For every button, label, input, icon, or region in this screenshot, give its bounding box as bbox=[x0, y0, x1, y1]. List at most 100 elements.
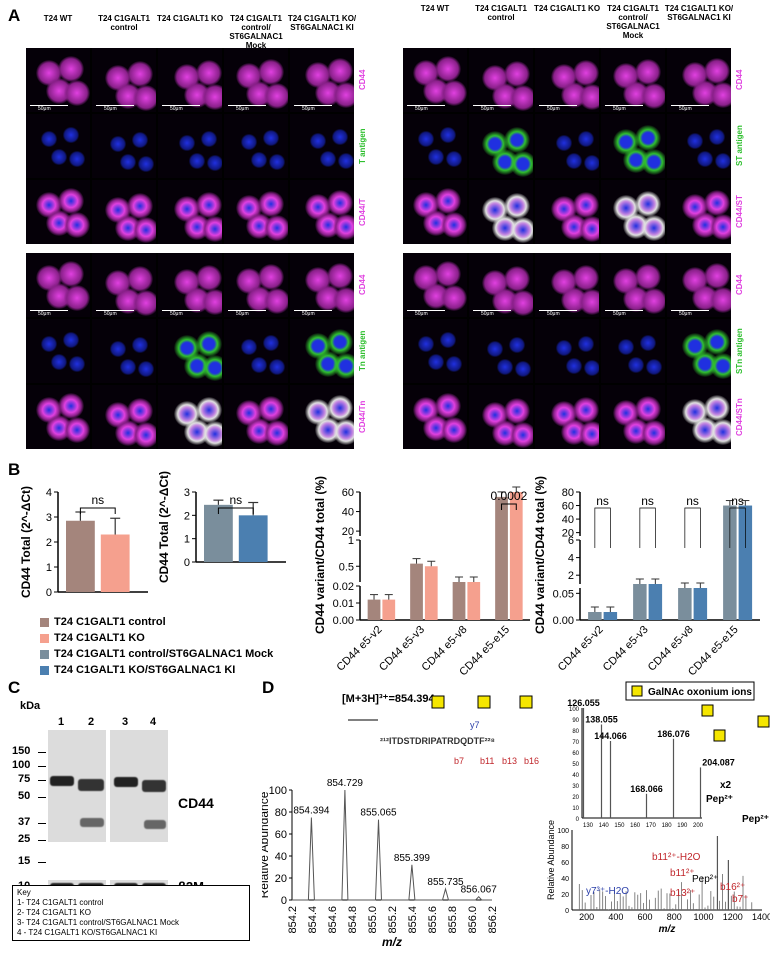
scale-bar bbox=[671, 105, 709, 106]
cell-blob bbox=[704, 124, 730, 150]
micrograph-cell bbox=[667, 385, 731, 449]
y-tick-label: 100 bbox=[269, 785, 287, 797]
micrograph-cell bbox=[601, 180, 665, 244]
ms2-y-tick-label: 20 bbox=[561, 892, 569, 899]
micrograph-cell bbox=[403, 180, 467, 244]
galnac-symbol bbox=[713, 729, 726, 742]
row-label: CD44/STn bbox=[735, 398, 744, 436]
bar bbox=[410, 563, 423, 620]
significance-bracket bbox=[684, 507, 701, 548]
micrograph-cell bbox=[469, 114, 533, 178]
x-tick-label: 856.0 bbox=[467, 906, 479, 934]
y-tick-label: 40 bbox=[342, 507, 354, 519]
significance-bracket bbox=[594, 507, 611, 548]
cell-blob bbox=[435, 393, 461, 419]
band-label-cd44: CD44 bbox=[178, 795, 214, 811]
bar bbox=[693, 588, 708, 620]
scale-bar-label: 50μm bbox=[547, 311, 560, 317]
inset-x-tick-label: 150 bbox=[614, 823, 625, 829]
legend-item: T24 C1GALT1 KO/ST6GALNAC1 KI bbox=[40, 664, 235, 676]
column-header: T24 C1GALT1 control bbox=[475, 4, 527, 22]
cell-blob bbox=[441, 212, 467, 238]
scale-bar-label: 50μm bbox=[236, 311, 249, 317]
y-tick-label: 0 bbox=[281, 895, 287, 907]
cell-blob bbox=[710, 287, 731, 313]
fragment-label: b16 bbox=[524, 756, 539, 766]
scale-bar bbox=[294, 310, 332, 311]
mw-marker: 150 bbox=[12, 745, 31, 757]
cell-blob bbox=[127, 398, 153, 424]
blot-band bbox=[50, 776, 74, 786]
cell-blob bbox=[264, 288, 288, 314]
cell-blob bbox=[133, 290, 156, 316]
cell-blob bbox=[641, 215, 665, 241]
fragment-y7: y7 bbox=[470, 720, 480, 730]
key-item-3: 3- T24 C1GALT1 control/ST6GALNAC1 Mock bbox=[17, 918, 179, 927]
inset-x-tick-label: 160 bbox=[630, 823, 641, 829]
cell-blob bbox=[704, 190, 730, 216]
micrograph-cell: 50μm bbox=[158, 253, 222, 317]
cell-blob bbox=[333, 148, 354, 174]
cell-blob bbox=[510, 356, 533, 382]
row-label: CD44 bbox=[358, 274, 367, 296]
blot-band bbox=[144, 820, 166, 829]
significance-label: ns bbox=[686, 494, 699, 508]
cell-blob bbox=[635, 396, 661, 422]
blot-band bbox=[142, 780, 166, 792]
legend-label: T24 C1GALT1 KO bbox=[54, 632, 145, 644]
micrograph-cell bbox=[224, 385, 288, 449]
bar bbox=[738, 505, 753, 620]
micrograph-cell: 50μm bbox=[667, 48, 731, 112]
cell-blob bbox=[441, 146, 467, 172]
micrograph-cell bbox=[535, 180, 599, 244]
ms2-label: Pep²⁺ bbox=[692, 874, 718, 885]
cell-blob bbox=[264, 420, 288, 446]
micrograph-cell: 50μm bbox=[224, 48, 288, 112]
scale-bar-label: 50μm bbox=[104, 106, 117, 112]
y-tick-label: 1 bbox=[46, 562, 52, 574]
y-axis-label: CD44 variant/CD44 total (%) bbox=[533, 476, 547, 634]
ms2-x-tick-label: 1400 bbox=[752, 912, 770, 922]
bar bbox=[382, 599, 396, 620]
cell-blob bbox=[327, 190, 353, 216]
lane-number: 1 bbox=[58, 716, 65, 728]
cell-blob bbox=[202, 84, 222, 110]
x-axis-label: m/z bbox=[382, 935, 402, 949]
cell-blob bbox=[127, 193, 153, 219]
blot-band bbox=[114, 777, 138, 787]
inset-peak-label: 168.066 bbox=[630, 784, 663, 794]
y-tick-label: 6 bbox=[568, 535, 574, 547]
cell-blob bbox=[435, 327, 461, 353]
cell-blob bbox=[58, 188, 84, 214]
legend-swatch bbox=[40, 649, 49, 659]
scale-bar bbox=[473, 310, 511, 311]
column-header: T24 C1GALT1 KO bbox=[533, 4, 601, 13]
cell-blob bbox=[635, 125, 661, 151]
ms2-y-tick-label: 0 bbox=[565, 908, 569, 915]
blot-key: Key 1- T24 C1GALT1 control 2- T24 C1GALT… bbox=[12, 885, 250, 941]
cell-blob bbox=[573, 265, 599, 291]
cell-blob bbox=[264, 149, 288, 175]
micrograph-cell bbox=[403, 114, 467, 178]
kda-label: kDa bbox=[20, 700, 41, 712]
cell-blob bbox=[579, 150, 599, 176]
cell-blob bbox=[333, 419, 354, 445]
cell-blob bbox=[579, 84, 599, 110]
cell-blob bbox=[202, 421, 222, 447]
bar bbox=[424, 566, 438, 620]
ms2-label: b13²⁺ bbox=[670, 888, 695, 899]
micrograph-cell: 50μm bbox=[535, 253, 599, 317]
ms2-x-axis-label: m/z bbox=[659, 924, 676, 935]
mw-tick bbox=[38, 752, 46, 753]
y-tick-label: 1 bbox=[348, 535, 354, 547]
ms2-label: Pep²⁺ bbox=[706, 794, 733, 805]
legend-label: T24 C1GALT1 KO/ST6GALNAC1 KI bbox=[54, 664, 236, 676]
y-tick-label: 0.5 bbox=[339, 561, 354, 573]
blot-band bbox=[80, 818, 104, 827]
cell-blob bbox=[202, 150, 222, 176]
x-tick-label: 855.6 bbox=[427, 906, 439, 934]
scale-bar bbox=[294, 105, 332, 106]
row-label: STn antigen bbox=[735, 328, 744, 374]
bar bbox=[367, 599, 381, 620]
cell-blob bbox=[127, 332, 153, 358]
